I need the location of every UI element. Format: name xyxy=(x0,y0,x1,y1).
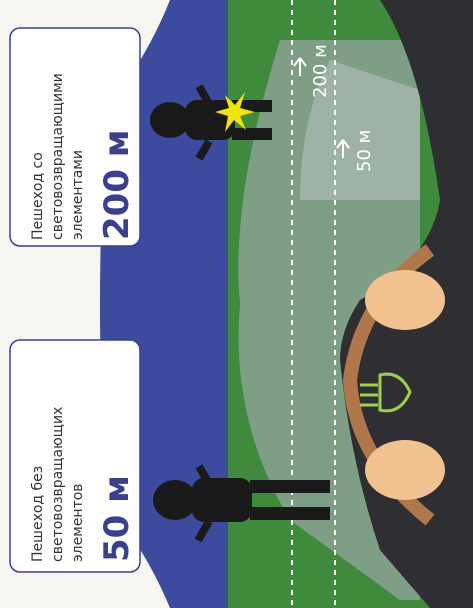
callout-text: световозвращающих xyxy=(50,407,66,562)
hand xyxy=(365,270,445,330)
marker-arrow xyxy=(336,139,350,158)
low-beam-icon xyxy=(360,372,412,413)
callout-text: Пешеход без xyxy=(30,466,46,562)
road-marker: 50 м xyxy=(354,130,375,172)
callout-distance: 50 м xyxy=(97,475,137,562)
callout-box xyxy=(9,27,141,247)
hand xyxy=(365,440,445,500)
pedestrian-near xyxy=(153,464,330,543)
callout-text: Пешеход со xyxy=(30,152,46,240)
road-marker: 200 м xyxy=(310,44,331,98)
callout-text: световозвращающими xyxy=(50,73,66,240)
callout-box xyxy=(9,339,141,573)
marker-arrow xyxy=(293,57,307,76)
beam-far xyxy=(300,60,420,200)
callout-text: элементов xyxy=(70,483,86,562)
reflector-flash xyxy=(215,92,255,132)
callout-text: элементами xyxy=(70,150,86,240)
callout-distance: 200 м xyxy=(97,129,137,240)
